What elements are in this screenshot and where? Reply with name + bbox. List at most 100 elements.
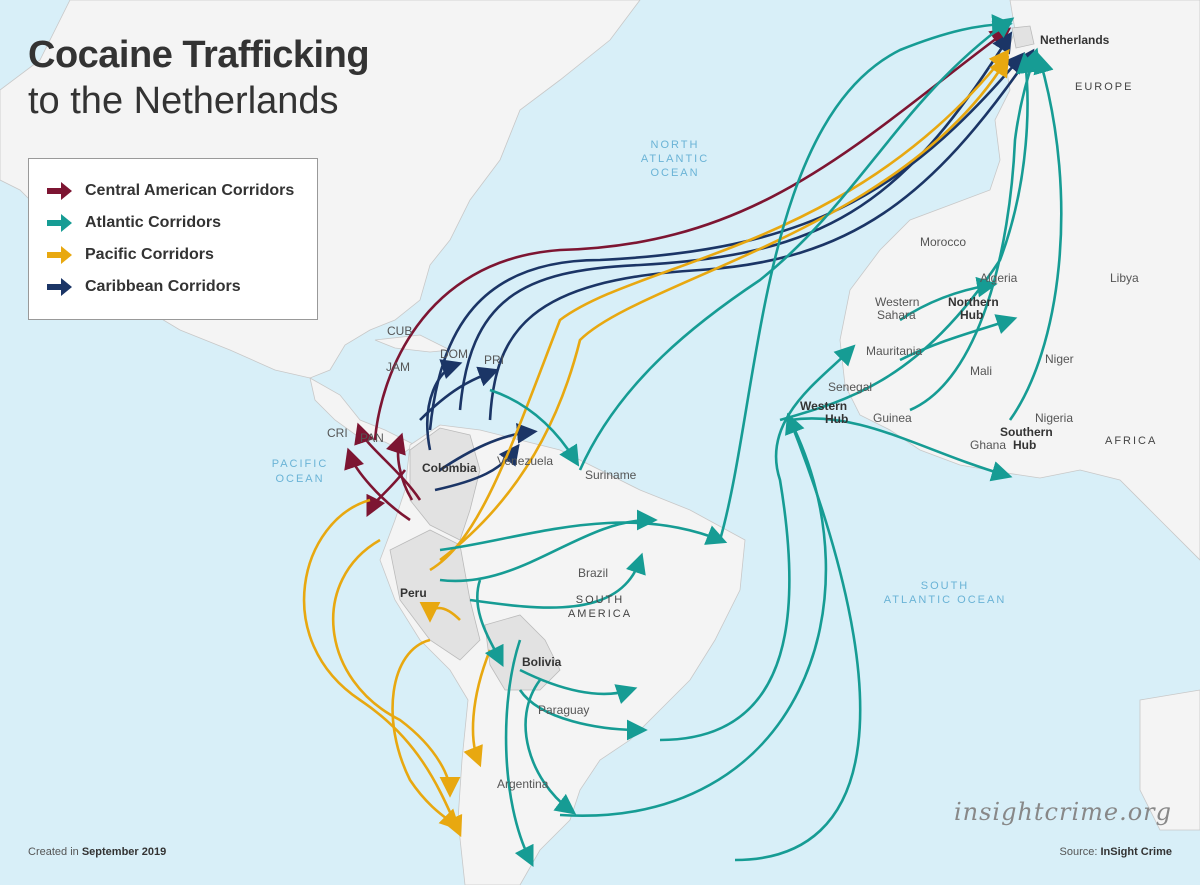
- arrow-icon: [47, 182, 72, 200]
- netherlands-highlight: [1011, 25, 1035, 49]
- route-caribbean: [439, 422, 538, 472]
- label-pacific-1: PACIFIC: [272, 458, 329, 470]
- label-peru: Peru: [400, 586, 427, 600]
- pacific-corridors: [302, 48, 1010, 838]
- label-ghana: Ghana: [970, 438, 1006, 452]
- route-atlantic: [909, 47, 1041, 412]
- label-south-america-2: AMERICA: [568, 608, 632, 620]
- label-argentina: Argentina: [497, 777, 549, 791]
- source-name: InSight Crime: [1100, 846, 1172, 858]
- route-atlantic: [524, 679, 577, 815]
- route-central: [386, 432, 414, 501]
- label-jam: JAM: [386, 360, 410, 374]
- label-north-atlantic-2: ATLANTIC: [641, 153, 709, 165]
- route-caribbean: [419, 366, 500, 421]
- label-paraguay: Paraguay: [538, 703, 589, 717]
- route-pacific: [302, 498, 463, 838]
- route-pacific: [463, 649, 492, 768]
- legend-label: Central American Corridors: [85, 182, 295, 199]
- label-south-atlantic-1: SOUTH: [921, 580, 970, 592]
- legend-label: Pacific Corridors: [85, 246, 214, 263]
- label-cri: CRI: [327, 426, 348, 440]
- label-western-hub-1: Western: [800, 399, 847, 413]
- page-title: Cocaine Trafficking to the Netherlands: [28, 32, 370, 124]
- arrow-icon: [47, 214, 72, 232]
- label-south-atlantic-2: ATLANTIC OCEAN: [884, 594, 1007, 606]
- route-atlantic: [899, 276, 998, 322]
- southern-africa-land: [1139, 689, 1200, 831]
- label-niger: Niger: [1045, 352, 1074, 366]
- watermark: insightcrime.org: [953, 798, 1172, 826]
- label-western-sahara-1: Western: [875, 295, 919, 309]
- label-southern-hub-2: Hub: [1013, 438, 1036, 452]
- created-note: Created in September 2019: [28, 846, 166, 858]
- europe-africa-land: [839, 0, 1200, 561]
- label-north-atlantic-1: NORTH: [651, 139, 700, 151]
- source-note: Source: InSight Crime: [1060, 846, 1173, 858]
- route-caribbean: [428, 52, 1026, 431]
- route-atlantic: [439, 521, 728, 552]
- label-bolivia: Bolivia: [522, 655, 562, 669]
- legend-item-pacific: Pacific Corridors: [47, 245, 214, 265]
- legend-item-central: Central American Corridors: [47, 181, 294, 201]
- route-atlantic: [519, 668, 638, 704]
- label-venezuela: Venezuela: [497, 454, 553, 468]
- label-pacific-2: OCEAN: [275, 473, 324, 485]
- label-libya: Libya: [1110, 271, 1139, 285]
- legend-item-atlantic: Atlantic Corridors: [47, 213, 221, 233]
- source-prefix: Source:: [1059, 846, 1098, 858]
- created-prefix: Created in: [28, 846, 79, 858]
- route-atlantic: [659, 344, 856, 742]
- label-morocco: Morocco: [920, 235, 966, 249]
- label-algeria: Algeria: [980, 271, 1018, 285]
- route-pacific: [439, 55, 1010, 562]
- route-caribbean: [488, 48, 1035, 421]
- route-atlantic: [518, 689, 648, 741]
- label-dom: DOM: [440, 347, 468, 361]
- label-nigeria: Nigeria: [1035, 411, 1073, 425]
- label-africa: AFRICA: [1105, 435, 1157, 447]
- route-atlantic: [1008, 52, 1063, 421]
- route-central: [344, 447, 411, 522]
- legend-label: Atlantic Corridors: [85, 214, 222, 231]
- route-atlantic: [718, 14, 1013, 541]
- route-central: [373, 27, 1012, 441]
- route-atlantic: [469, 552, 646, 609]
- label-netherlands: Netherlands: [1040, 33, 1110, 47]
- peru-highlight: [389, 529, 481, 661]
- label-suriname: Suriname: [585, 468, 637, 482]
- label-mauritania: Mauritania: [866, 344, 922, 358]
- label-senegal: Senegal: [828, 380, 872, 394]
- label-northern-hub-1: Northern: [948, 295, 999, 309]
- arrow-icon: [47, 278, 72, 296]
- label-cub: CUB: [387, 324, 412, 338]
- label-colombia: Colombia: [422, 461, 477, 475]
- title-line-1: Cocaine Trafficking: [28, 34, 370, 76]
- route-atlantic: [475, 579, 504, 667]
- route-pacific: [331, 538, 461, 798]
- route-caribbean: [434, 443, 520, 492]
- label-western-hub-2: Hub: [825, 412, 848, 426]
- route-caribbean: [426, 359, 463, 451]
- legend-item-caribbean: Caribbean Corridors: [47, 277, 241, 297]
- legend: Central American Corridors Atlantic Corr…: [28, 158, 318, 320]
- label-south-america-1: SOUTH: [576, 594, 625, 606]
- route-pacific: [429, 48, 1010, 572]
- label-mali: Mali: [970, 364, 992, 378]
- label-pri: PRI: [484, 353, 504, 367]
- route-atlantic: [504, 639, 534, 867]
- route-pacific: [391, 638, 461, 831]
- label-brazil: Brazil: [578, 566, 608, 580]
- title-line-2: to the Netherlands: [28, 80, 339, 122]
- central-american-corridors: [344, 27, 1012, 522]
- label-europe: EUROPE: [1075, 81, 1133, 93]
- bolivia-highlight: [484, 614, 561, 691]
- label-southern-hub-1: Southern: [1000, 425, 1053, 439]
- legend-label: Caribbean Corridors: [85, 278, 241, 295]
- route-atlantic: [439, 509, 658, 583]
- label-western-sahara-2: Sahara: [877, 308, 916, 322]
- route-atlantic: [899, 314, 1018, 362]
- label-pan: PAN: [360, 431, 384, 445]
- south-america-land: [379, 424, 746, 885]
